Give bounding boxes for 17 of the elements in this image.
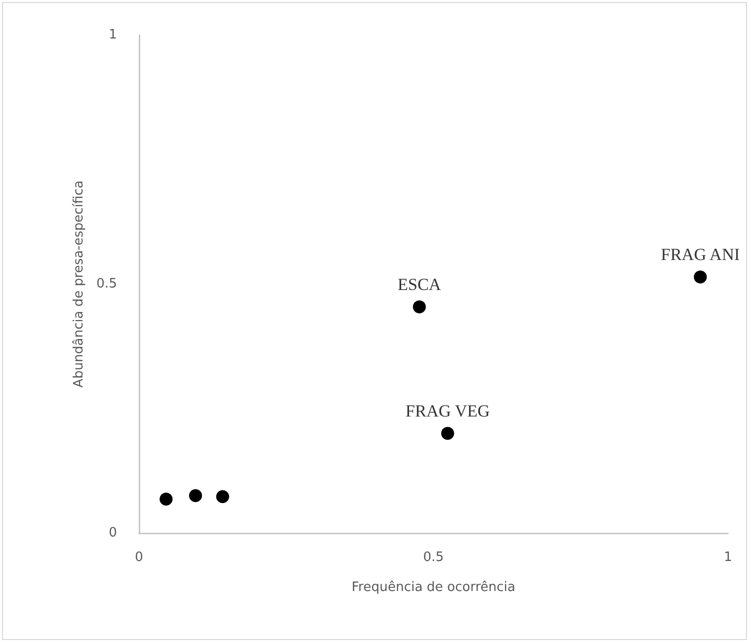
- x-tick-label: 0.5: [423, 550, 444, 565]
- annotation: ESCA: [398, 274, 442, 294]
- y-tick-label: 0: [108, 526, 117, 540]
- x-tick-label: 0: [134, 550, 144, 565]
- point: [441, 426, 454, 440]
- y-axis-title: Abundância de presa-específica: [71, 180, 86, 388]
- point: [694, 270, 707, 284]
- point: [160, 492, 173, 506]
- point: [216, 490, 230, 504]
- y-tick-label: 0.5: [96, 276, 117, 292]
- annotation: FRAG ANI: [660, 245, 740, 264]
- x-tick-label: 1: [724, 550, 732, 565]
- annotation: FRAG VEG: [406, 401, 490, 420]
- point: [189, 489, 202, 502]
- point: [412, 300, 426, 314]
- y-tick-label: 1: [108, 28, 117, 42]
- x-axis-title: Frequência de ocorrência: [352, 580, 516, 595]
